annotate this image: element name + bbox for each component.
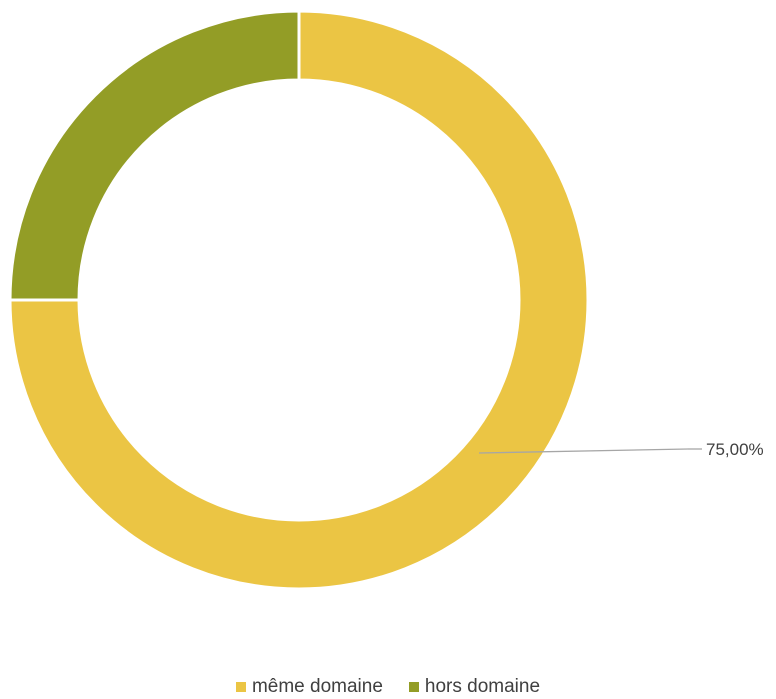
data-label-meme-domaine: 75,00% xyxy=(706,440,764,459)
legend-item-meme-domaine: même domaine xyxy=(235,676,383,698)
slice-hors-domaine xyxy=(8,9,301,302)
legend-label-hors-domaine: hors domaine xyxy=(424,676,541,697)
legend-swatch-square-icon xyxy=(408,682,419,692)
legend-swatch-square-icon xyxy=(235,682,246,692)
slice-meme-domaine xyxy=(8,9,590,591)
data-label-leader-line xyxy=(478,448,689,454)
legend-item-hors-domaine: hors domaine xyxy=(408,676,541,698)
chart-legend: même domaine hors domaine xyxy=(0,676,776,698)
legend-label-meme-domaine: même domaine xyxy=(251,676,383,697)
doughnut-slices xyxy=(8,9,590,591)
